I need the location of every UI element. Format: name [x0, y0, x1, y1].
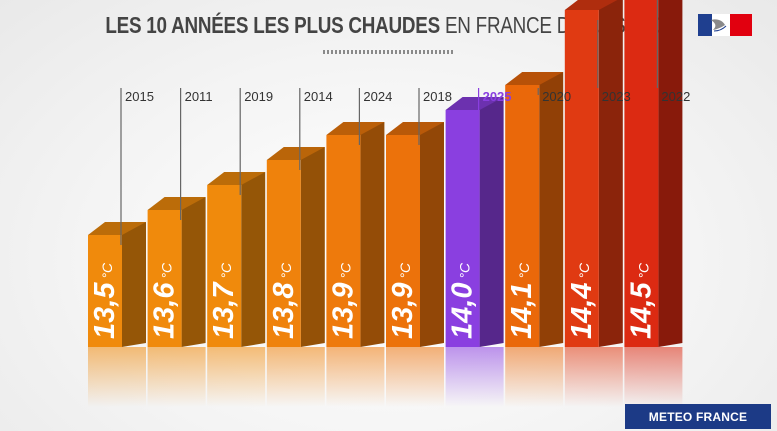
bar-side-2015 [122, 222, 146, 347]
bar-reflection-2011 [147, 347, 206, 407]
chart-title-bold: LES 10 ANNÉES LES PLUS CHAUDES [105, 12, 440, 38]
value-label-2020: 14,1°C [506, 262, 538, 339]
bar-reflection-2015 [88, 347, 146, 407]
bar-side-2011 [181, 197, 206, 347]
year-label-2024: 2024 [363, 89, 392, 104]
year-label-2011: 2011 [185, 89, 213, 104]
title-divider [323, 50, 453, 54]
bar-reflection-2025 [445, 347, 504, 407]
bar-front-2011 [147, 210, 182, 347]
bar-front-2015 [88, 235, 122, 347]
bar-reflection-2023 [564, 347, 623, 407]
year-label-2018: 2018 [423, 89, 452, 104]
bar-reflection-2020 [505, 347, 564, 407]
value-label-2023: 14,4°C [566, 262, 598, 339]
value-label-2011: 13,6°C [149, 262, 181, 339]
bar-side-2018 [420, 122, 444, 347]
bar-front-2022 [624, 0, 659, 347]
year-label-2019: 2019 [244, 89, 273, 104]
value-label-2014: 13,8°C [268, 262, 300, 339]
bar-side-2022 [658, 0, 683, 347]
bar-side-2025 [479, 97, 504, 347]
bar-2022 [624, 0, 683, 347]
value-label-2024: 13,9°C [327, 262, 359, 339]
bar-side-2024 [360, 122, 385, 347]
bar-reflection-2018 [386, 347, 444, 407]
bar-2015 [88, 222, 146, 347]
value-label-2025: 14,0°C [447, 262, 479, 339]
source-label: METEO FRANCE [625, 404, 771, 429]
year-label-2022: 2022 [661, 89, 690, 104]
bar-front-2019 [207, 185, 242, 347]
bar-2018 [386, 122, 444, 347]
bar-reflection-2019 [207, 347, 266, 407]
value-label-2015: 13,5°C [89, 262, 121, 339]
bar-front-2024 [326, 135, 361, 347]
bar-2023 [564, 0, 623, 347]
bar-side-2014 [300, 147, 325, 347]
bar-2020 [505, 72, 564, 347]
bar-side-2019 [241, 172, 266, 347]
bar-front-2014 [266, 160, 301, 347]
bar-side-2020 [539, 72, 564, 347]
year-label-2014: 2014 [304, 89, 333, 104]
bar-reflection-2022 [624, 347, 683, 407]
value-label-2018: 13,9°C [387, 262, 419, 339]
year-label-2023: 2023 [602, 89, 631, 104]
bar-reflection-2024 [326, 347, 385, 407]
value-label-2022: 14,5°C [625, 262, 657, 339]
bar-front-2018 [386, 135, 420, 347]
year-label-2025: 2025 [483, 89, 512, 104]
bar-2011 [147, 197, 206, 347]
bar-2025 [445, 97, 504, 347]
bar-front-2023 [564, 10, 599, 347]
bar-front-2020 [505, 85, 540, 347]
republique-francaise-logo [698, 14, 752, 36]
year-label-2015: 2015 [125, 89, 154, 104]
bar-2024 [326, 122, 385, 347]
bar-2014 [266, 147, 325, 347]
bar-2019 [207, 172, 266, 347]
bar-front-2025 [445, 110, 480, 347]
bar-side-2023 [598, 0, 623, 347]
year-label-2020: 2020 [542, 89, 571, 104]
bar-reflection-2014 [266, 347, 325, 407]
value-label-2019: 13,7°C [208, 262, 240, 339]
